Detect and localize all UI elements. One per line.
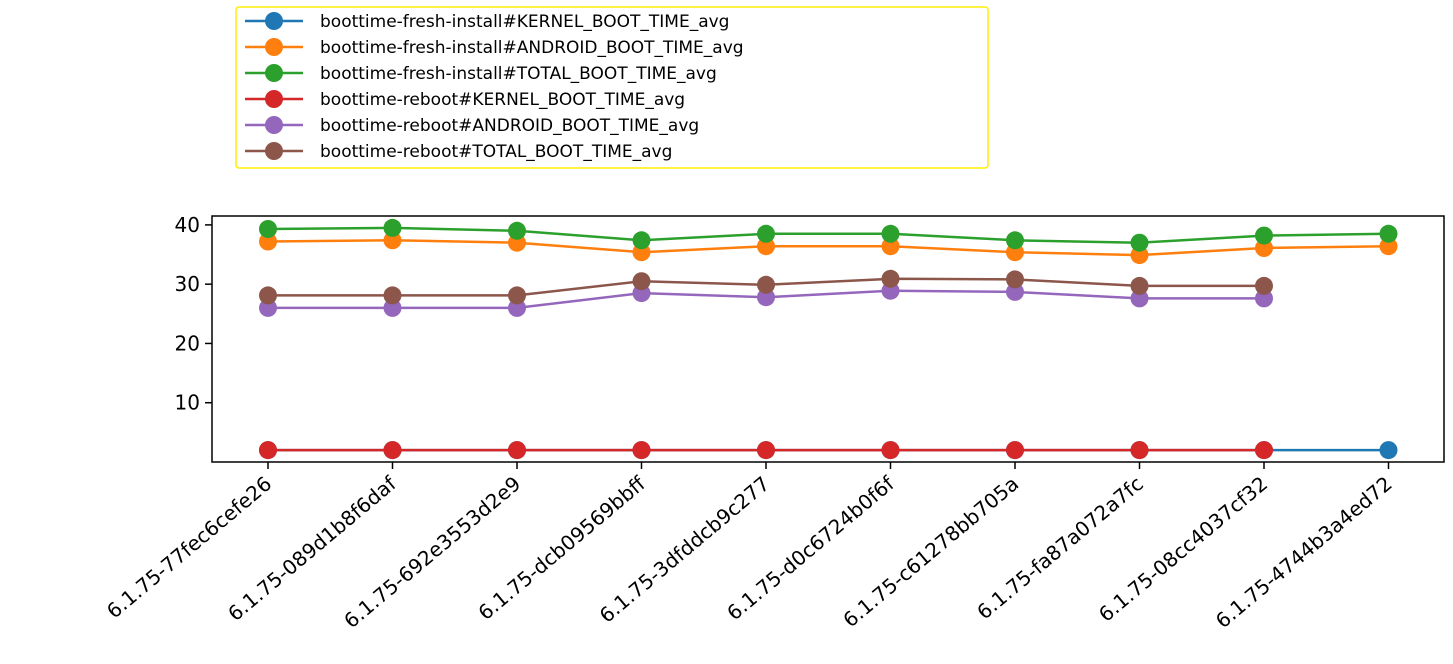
legend-label: boottime-reboot#TOTAL_BOOT_TIME_avg [320,142,672,162]
data-point [757,237,775,256]
data-point [881,224,900,243]
data-point [1130,246,1149,265]
data-point [1379,224,1398,243]
legend-label: boottime-fresh-install#KERNEL_BOOT_TIME_… [320,12,729,32]
data-point [259,220,277,238]
data-point [757,288,775,307]
data-point [881,441,900,460]
data-point [1130,233,1149,252]
data-point [508,298,526,317]
legend-label: boottime-fresh-install#ANDROID_BOOT_TIME… [320,38,744,58]
legend-item: boottime-fresh-install#TOTAL_BOOT_TIME_a… [245,64,717,84]
legend-marker [265,12,283,30]
data-point [881,269,900,288]
data-point [508,286,526,305]
legend-item: boottime-reboot#TOTAL_BOOT_TIME_avg [245,142,672,162]
data-point [757,441,775,460]
y-tick-label: 40 [175,213,200,237]
y-tick-label: 10 [175,391,200,415]
data-point [1006,231,1024,250]
data-point [383,286,402,305]
data-point [881,237,900,256]
legend-label: boottime-reboot#KERNEL_BOOT_TIME_avg [320,90,685,110]
data-point [259,298,277,317]
legend-item: boottime-reboot#KERNEL_BOOT_TIME_avg [245,90,685,110]
legend-item: boottime-fresh-install#KERNEL_BOOT_TIME_… [245,12,729,32]
data-point [1255,276,1273,295]
legend: boottime-fresh-install#KERNEL_BOOT_TIME_… [235,6,989,169]
legend-item: boottime-reboot#ANDROID_BOOT_TIME_avg [245,116,699,136]
series-line [267,239,1389,257]
data-point [259,286,277,305]
x-axis: 6.1.75-77fec6cefe266.1.75-089d1b8f6daf6.… [102,462,1397,633]
data-point [1255,289,1273,308]
series-5 [259,269,1273,305]
data-point [508,441,526,460]
legend-marker [265,38,283,56]
data-point [383,441,402,460]
data-point [1255,239,1273,257]
data-point [1130,276,1149,295]
data-point [508,221,526,240]
series-2 [259,218,1398,252]
data-point [757,224,775,243]
data-point [757,275,775,294]
legend-marker [265,64,283,82]
data-point [383,218,402,237]
data-point [1006,282,1024,301]
y-axis: 10 20 30 40 [175,213,212,415]
y-tick-label: 20 [175,331,200,355]
legend-marker [265,90,283,108]
legend-label: boottime-fresh-install#TOTAL_BOOT_TIME_a… [320,64,717,84]
legend-marker [265,142,283,160]
series-line [267,226,1389,244]
data-point [1379,441,1398,460]
data-point [632,441,651,460]
data-point [1006,441,1024,460]
y-tick-label: 30 [175,272,200,296]
legend-item: boottime-fresh-install#ANDROID_BOOT_TIME… [245,38,744,58]
legend-frame [235,6,989,169]
series-3 [259,441,1273,460]
series-1 [259,231,1398,265]
data-point [632,272,651,291]
data-point [1130,441,1149,460]
plot-area: 10 20 30 40 6.1.75-77fec6cefe266.1.75-089d1… [102,213,1445,633]
data-point [259,232,277,251]
data-point [383,298,402,317]
data-point [1130,289,1149,308]
legend-label: boottime-reboot#ANDROID_BOOT_TIME_avg [320,116,699,136]
data-point [383,231,402,250]
axes-frame [211,215,1445,463]
data-point [1255,226,1273,245]
legend-marker [265,116,283,134]
data-point [632,231,651,250]
data-point [1255,441,1273,460]
data-point [259,441,277,460]
data-point [1006,270,1024,289]
data-point [1379,237,1398,256]
